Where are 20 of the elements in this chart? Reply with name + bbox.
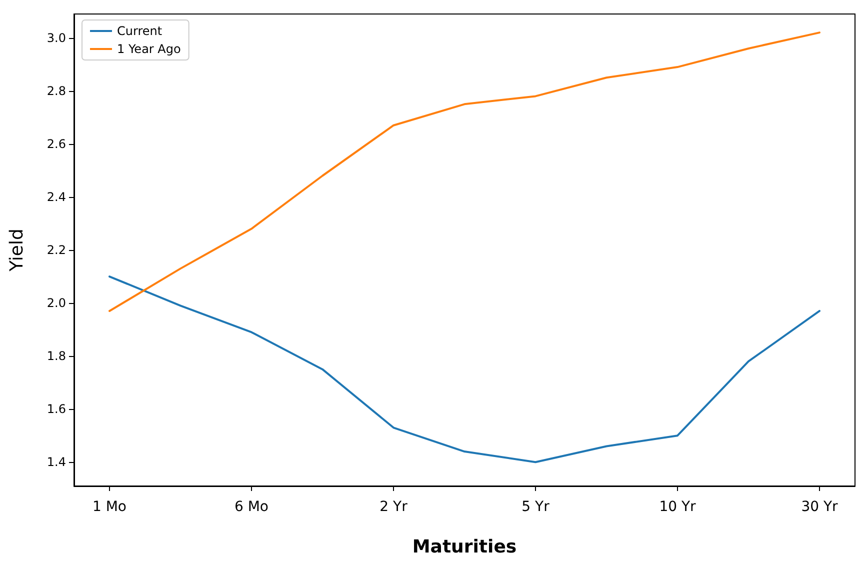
y-tick-label: 2.6 — [46, 136, 66, 151]
y-tick-label: 1.4 — [46, 455, 66, 470]
x-tick-label: 5 Yr — [522, 499, 550, 515]
legend-label: 1 Year Ago — [117, 42, 181, 56]
x-tick-label: 10 Yr — [659, 499, 696, 515]
y-tick-label: 2.4 — [46, 190, 66, 204]
legend-label: Current — [117, 24, 162, 38]
x-tick-label: 6 Mo — [234, 499, 269, 515]
line-series — [108, 276, 820, 464]
x-tick-label: 2 Yr — [380, 499, 408, 515]
x-tick-label: 1 Mo — [92, 499, 127, 515]
y-axis-title: Yield — [6, 228, 28, 272]
y-tick-label: 2.8 — [46, 84, 66, 98]
y-tick-label: 1.8 — [46, 349, 66, 364]
y-tick-label: 1.6 — [46, 402, 66, 416]
y-tick-label: 3.0 — [46, 30, 66, 45]
y-tick-label: 2.2 — [46, 243, 66, 257]
x-tick-label: 30 Yr — [801, 499, 838, 515]
y-tick-label: 2.0 — [46, 296, 66, 310]
x-axis-title: Maturities — [412, 536, 517, 558]
